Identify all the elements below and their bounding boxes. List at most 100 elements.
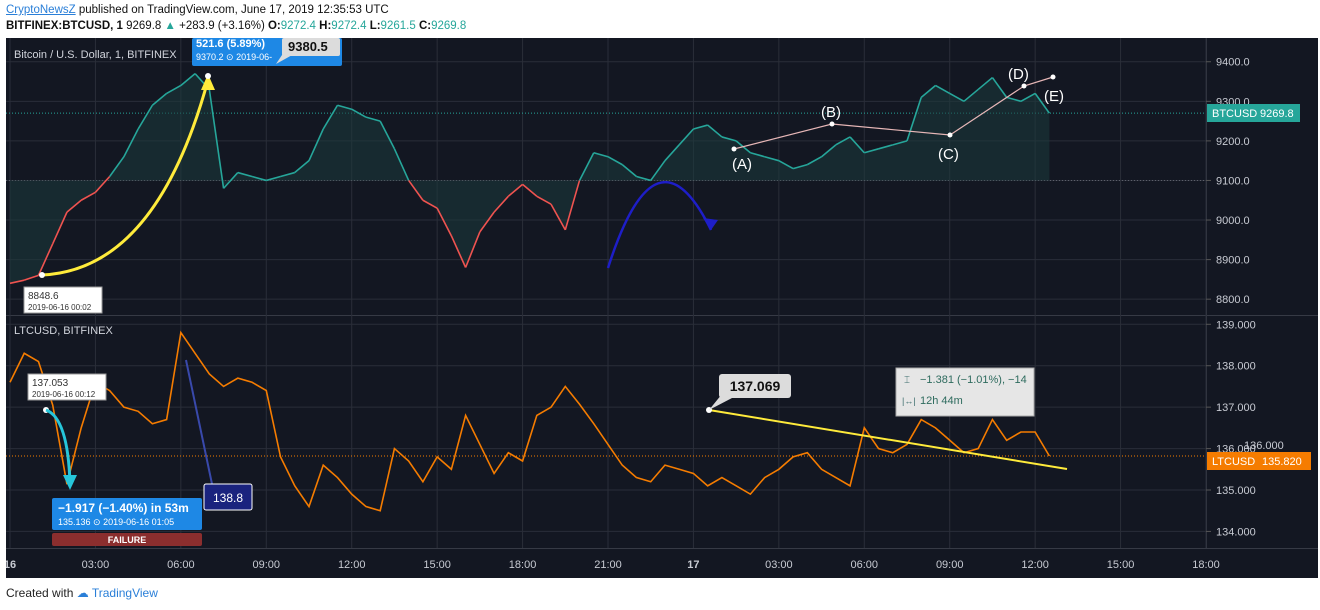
btc-gain-dot [205, 73, 211, 79]
btc-high-callout-pointer [276, 52, 294, 64]
btc-segment [94, 175, 111, 193]
btc-segment [550, 203, 566, 231]
chart-area[interactable]: 9400.0 9300.0 9200.0 9100.0 9000.0 8900.0 8800… [4, 38, 1318, 578]
time-tick-label: 15:00 [423, 559, 451, 571]
btc-segment [522, 183, 538, 197]
btc-segment [593, 151, 609, 158]
ltc-price-tick-label: 138.000 [1216, 361, 1256, 373]
btc-segment [1020, 92, 1036, 103]
spike-callout-line [185, 359, 213, 485]
low-label: L: [369, 20, 381, 32]
btc-segment [963, 88, 979, 102]
btc-segment [464, 231, 481, 268]
symbol-label: BITFINEX:BTCUSD, 1 [6, 20, 123, 32]
btc-segment [479, 211, 495, 233]
tradingview-link[interactable]: TradingView [91, 586, 158, 600]
btc-segment [678, 128, 695, 146]
btc-segment [294, 160, 310, 174]
ltc-price-label [1207, 452, 1311, 470]
wave-label-c: (C) [938, 146, 959, 163]
btc-segment [237, 171, 253, 178]
btc-segment [849, 136, 865, 154]
btc-segment [792, 163, 808, 170]
btc-segment [991, 77, 1008, 98]
failure-label: FAILURE [108, 535, 147, 545]
ltc-price-tick-label: 137.000 [1216, 402, 1256, 414]
ltc-drop-callout[interactable] [52, 498, 202, 530]
btc-segment [351, 108, 367, 118]
measure-box[interactable] [895, 367, 1035, 417]
btc-segment [636, 175, 651, 182]
btc-area [10, 73, 1050, 284]
btc-segment [864, 148, 879, 154]
btc-price-label-value: 9269.8 [1260, 108, 1294, 120]
btc-segment [37, 243, 54, 276]
btc-low-dot [39, 272, 45, 278]
time-tick-label: 06:00 [851, 559, 879, 571]
ltc-price-label-value: 135.820 [1262, 456, 1302, 468]
ltc-peak-callout-pointer [709, 394, 732, 410]
wave-b-dot [829, 121, 835, 127]
btc-segment [493, 195, 509, 213]
btc-segment [166, 84, 182, 95]
btc-segment [693, 124, 708, 130]
btc-segment [764, 155, 780, 162]
wave-a-dot [731, 146, 737, 152]
btc-segment [180, 72, 196, 87]
ltc-spike-callout[interactable] [203, 483, 253, 511]
wave-label-d: (D) [1008, 66, 1029, 83]
blue-arc-arrow-icon [703, 218, 718, 230]
btc-segment [23, 274, 39, 281]
ltc-price-tick-label: 135.000 [1216, 485, 1256, 497]
close-value: 9269.8 [431, 20, 467, 32]
btc-segment [280, 171, 295, 178]
btc-segment [536, 195, 552, 205]
ltc-start-box[interactable] [27, 373, 107, 401]
ltc-price-line [9, 330, 1051, 512]
btc-price-tick-label: 9000.0 [1216, 215, 1250, 227]
btc-segment [778, 159, 794, 170]
btc-area-fill [10, 73, 1050, 284]
ltc-price-tick-label: 134.000 [1216, 526, 1256, 538]
btc-segment [621, 164, 637, 178]
blue-arc-curve[interactable] [606, 181, 713, 269]
ltc-drop-sub: 135.136 ⊙ 2019-06-16 01:05 [58, 517, 174, 527]
created-with-text: Created with [6, 586, 74, 600]
btc-low-price-box[interactable] [23, 286, 103, 314]
tradingview-logo-icon: ☁ [76, 586, 89, 600]
price-change: +283.9 (+3.16%) [179, 20, 265, 32]
btc-segment [151, 92, 168, 106]
ltc-downtrend-line[interactable] [708, 409, 1068, 470]
cyan-drop-curve[interactable] [45, 408, 72, 485]
btc-segment [906, 97, 922, 142]
btc-gain-sub: 9370.2 ⊙ 2019-06- [196, 52, 272, 62]
btc-segment [977, 76, 993, 91]
btc-segment [607, 156, 623, 166]
chart-svg[interactable]: 9400.09300.09200.09100.09000.08900.08800… [4, 38, 1318, 578]
btc-segment [208, 89, 225, 189]
btc-segment [337, 104, 352, 110]
btc-segment [365, 116, 381, 122]
yellow-gain-curve[interactable] [41, 79, 210, 277]
wave-label-a: (A) [732, 156, 752, 173]
btc-high-callout-text: 9380.5 [288, 39, 328, 54]
btc-segment [892, 140, 908, 146]
author-link[interactable]: CryptoNewsZ [6, 4, 76, 16]
ltc-peak-callout[interactable] [719, 374, 791, 398]
btc-segment [835, 136, 851, 146]
measure-change: −1.381 (−1.01%), −14 [920, 374, 1027, 386]
ltc-drop-text: −1.917 (−1.40%) in 53m [58, 501, 189, 515]
btc-pane-title: Bitcoin / U.S. Dollar, 1, BITFINEX [14, 49, 177, 61]
btc-segment [379, 120, 396, 150]
btc-segment [80, 191, 96, 201]
btc-high-callout[interactable] [282, 38, 340, 56]
time-tick-label: 03:00 [765, 559, 793, 571]
time-axis: 16 03:00 06:00 09:00 12:00 15:00 18:00 21:00 17 0… [4, 559, 1220, 571]
btc-segment [51, 211, 68, 245]
btc-segment [123, 128, 139, 158]
time-tick-label: 12:00 [338, 559, 366, 571]
btc-segment [821, 144, 837, 158]
ltc-start-price: 137.053 [32, 378, 69, 389]
btc-segment [450, 235, 467, 268]
footer: Created with ☁ TradingView [6, 586, 158, 600]
